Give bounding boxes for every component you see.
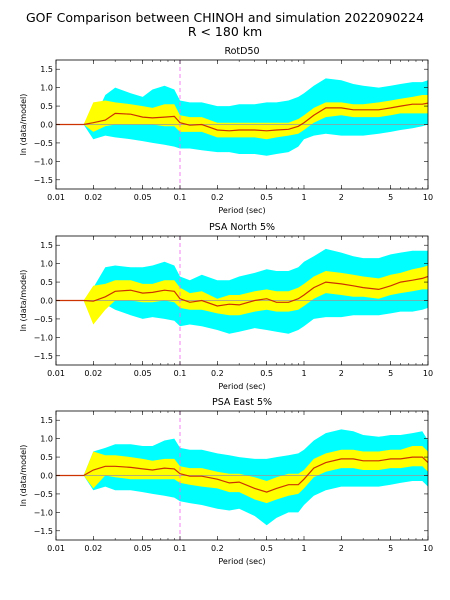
x-tick-label: 0.2 (211, 544, 224, 553)
y-tick-label: −1.0 (34, 508, 53, 517)
y-tick-label: 0.0 (40, 121, 53, 130)
x-axis-label: Period (sec) (218, 382, 265, 391)
x-tick-label: 5 (388, 544, 393, 553)
x-tick-label: 5 (388, 369, 393, 378)
y-tick-label: −1.0 (34, 333, 53, 342)
y-axis-label: ln (data/model) (19, 445, 28, 507)
y-tick-label: 0.5 (40, 278, 53, 287)
y-axis-label: ln (data/model) (19, 270, 28, 332)
x-tick-label: 0.02 (84, 544, 102, 553)
mean-line (56, 275, 428, 307)
x-tick-label: 10 (423, 193, 433, 202)
x-tick-label: 1 (301, 193, 306, 202)
y-tick-label: 1.5 (40, 65, 53, 74)
x-axis-label: Period (sec) (218, 557, 265, 566)
y-tick-label: 1.5 (40, 416, 53, 425)
outer-band (56, 248, 428, 334)
x-tick-label: 0.5 (260, 369, 273, 378)
y-tick-label: −0.5 (34, 139, 53, 148)
x-tick-label: 10 (423, 544, 433, 553)
x-tick-label: 2 (339, 544, 344, 553)
x-tick-label: 0.01 (47, 544, 65, 553)
y-tick-label: 0.0 (40, 297, 53, 306)
mean-line (56, 456, 428, 493)
y-tick-label: 1.5 (40, 241, 53, 250)
x-tick-label: 0.2 (211, 369, 224, 378)
x-tick-label: 0.1 (174, 369, 187, 378)
x-tick-label: 0.1 (174, 544, 187, 553)
y-tick-label: −1.5 (34, 176, 53, 185)
y-tick-label: 1.0 (40, 84, 53, 93)
y-tick-label: −1.0 (34, 157, 53, 166)
x-tick-label: 2 (339, 193, 344, 202)
y-tick-label: 0.5 (40, 453, 53, 462)
x-tick-label: 0.05 (134, 193, 152, 202)
inner-band (56, 95, 428, 140)
mean-line (56, 102, 428, 132)
panel-title: RotD50 (224, 46, 259, 57)
y-tick-label: 0.5 (40, 102, 53, 111)
chart-panel-3: 0.01 0.02 0.05 0.1 0.2 0.5 1 2 5 10 −1.5 −1.0 −0.5 0.… (19, 397, 433, 566)
x-tick-label: 1 (301, 369, 306, 378)
plot-area (56, 236, 428, 365)
x-tick-label: 0.02 (84, 193, 102, 202)
y-tick-label: 1.0 (40, 260, 53, 269)
chart-panels: 0.01 0.02 0.05 0.1 0.2 0.5 1 2 5 10−1.5−1.0−0.50.… (19, 46, 433, 566)
x-tick-label: 0.2 (211, 193, 224, 202)
y-tick-label: −1.5 (34, 352, 53, 361)
x-tick-label: 0.05 (134, 544, 152, 553)
x-tick-label: 0.01 (47, 369, 65, 378)
inner-band (56, 265, 428, 325)
x-axis-label: Period (sec) (218, 206, 265, 215)
panel-title: PSA North 5% (209, 222, 275, 233)
y-tick-label: −0.5 (34, 315, 53, 324)
chart-panel-2: 0.01 0.02 0.05 0.1 0.2 0.5 1 2 5 10 −1.5 −1.0 −0.5 0.… (19, 222, 433, 391)
x-tick-label: 1 (301, 544, 306, 553)
plot-area (56, 60, 428, 189)
x-tick-label: 0.5 (260, 544, 273, 553)
y-tick-label: −0.5 (34, 490, 53, 499)
y-tick-label: 1.0 (40, 435, 53, 444)
y-tick-label: −1.5 (34, 527, 53, 536)
y-tick-label: 0.0 (40, 472, 53, 481)
figure-subtitle: R < 180 km (188, 24, 262, 39)
chart-panel-1: 0.01 0.02 0.05 0.1 0.2 0.5 1 2 5 10 −1.5 −1.0 −0.5 0.… (19, 46, 433, 215)
panel-title: PSA East 5% (212, 397, 272, 408)
x-tick-label: 0.05 (134, 369, 152, 378)
outer-band (56, 78, 428, 156)
x-tick-label: 10 (423, 369, 433, 378)
y-axis-label: ln (data/model) (19, 94, 28, 156)
x-tick-label: 2 (339, 369, 344, 378)
x-tick-label: 0.1 (174, 193, 187, 202)
x-tick-label: 5 (388, 193, 393, 202)
x-tick-label: 0.5 (260, 193, 273, 202)
plot-area (56, 411, 428, 540)
x-tick-label: 0.02 (84, 369, 102, 378)
x-tick-label: 0.01 (47, 193, 65, 202)
figure-title: GOF Comparison between CHINOH and simula… (26, 10, 424, 25)
